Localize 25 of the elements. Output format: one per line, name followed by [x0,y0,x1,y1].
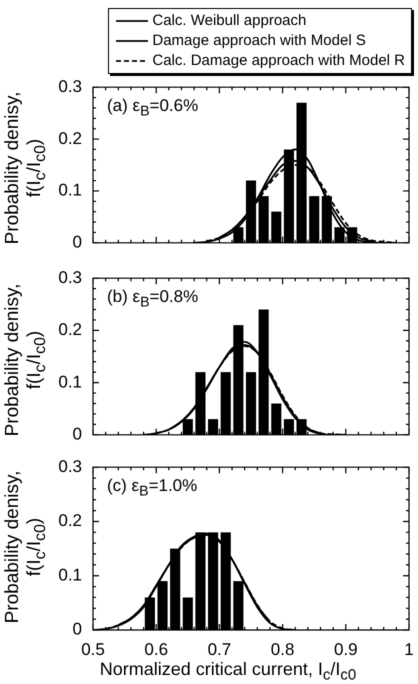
x-axis-title: Normalized critical current, I$_{c}$/I$_{c0}$ [98,659,358,684]
y-tick-label: 0.1 [58,372,82,392]
x-tick-label: 1 [404,640,414,659]
annotation: (c) ε$_{B}$=1.0% [107,476,198,500]
legend-label: Calc. Weibull approach [152,11,306,31]
annotation: (b) ε$_{B}$=0.8% [107,287,198,310]
x-tick-label: 0.7 [208,640,232,659]
x-tick-label: 0.5 [81,640,105,659]
y-tick-label: 0.3 [58,268,82,287]
annotation: (a) ε$_{B}$=0.6% [107,96,198,120]
x-tick-label: 0.8 [270,640,294,659]
y-tick-label: 0 [72,232,82,252]
legend-label: Damage approach with Model S [152,31,366,51]
y-tick-label: 0.1 [58,565,82,584]
x-tick-label: 0.9 [334,640,358,659]
y-tick-label: 0.2 [58,128,82,148]
y-tick-label: 0.2 [58,511,82,530]
y-tick-label: 0.1 [58,180,82,200]
y-tick-label: 0.3 [58,456,82,476]
y-tick-label: 0.3 [58,76,82,96]
x-tick-label: 0.6 [144,640,168,659]
legend-label: Calc. Damage approach with Model R [152,51,405,71]
y-tick-label: 0 [72,424,82,444]
y-tick-label: 0 [72,620,82,639]
y-tick-label: 0.2 [58,320,82,340]
